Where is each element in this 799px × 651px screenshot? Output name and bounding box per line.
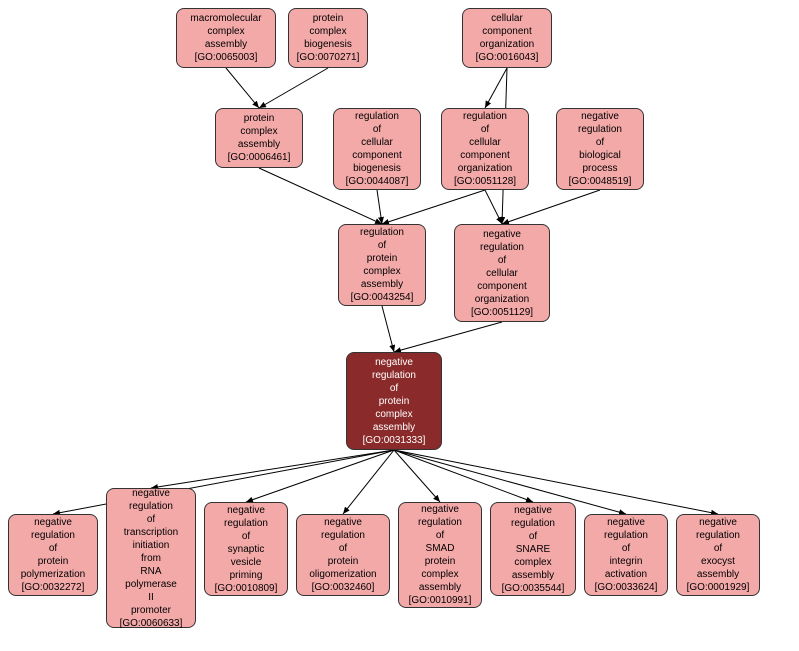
edge <box>226 68 259 108</box>
node-label: negativeregulationofproteinpolymerizatio… <box>21 516 85 594</box>
node-label: regulationofproteincomplexassembly[GO:00… <box>351 226 414 304</box>
go-term-node: regulationofproteincomplexassembly[GO:00… <box>338 224 426 306</box>
go-term-node: regulationofcellularcomponentbiogenesis[… <box>333 108 421 190</box>
node-label: negativeregulationofproteincomplexassemb… <box>363 356 426 447</box>
node-label: negativeregulationofcellularcomponentorg… <box>471 228 533 319</box>
node-label: proteincomplexbiogenesis[GO:0070271] <box>297 12 360 64</box>
edge <box>382 306 394 352</box>
go-term-node: negativeregulationofcellularcomponentorg… <box>454 224 550 322</box>
edge <box>259 68 328 108</box>
go-term-node: negativeregulationofproteincomplexassemb… <box>346 352 442 450</box>
go-term-node: negativeregulationofproteinoligomerizati… <box>296 514 390 596</box>
go-term-node: negativeregulationofintegrinactivation[G… <box>584 514 668 596</box>
edge <box>246 450 394 502</box>
edge <box>343 450 394 514</box>
go-term-node: negativeregulationoftranscriptioninitiat… <box>106 488 196 628</box>
go-term-node: negativeregulationofsynapticvesicleprimi… <box>204 502 288 596</box>
edge <box>382 190 485 224</box>
node-label: negativeregulationofSMADproteincomplexas… <box>409 503 472 607</box>
node-label: negativeregulationofproteinoligomerizati… <box>309 516 376 594</box>
go-term-node: negativeregulationofSMADproteincomplexas… <box>398 502 482 608</box>
edge <box>485 68 507 108</box>
edge <box>502 190 600 224</box>
node-label: macromolecularcomplexassembly[GO:0065003… <box>190 12 261 64</box>
node-label: negativeregulationofintegrinactivation[G… <box>595 516 658 594</box>
edge <box>377 190 382 224</box>
edge <box>485 190 502 224</box>
node-label: negativeregulationofbiologicalprocess[GO… <box>569 110 632 188</box>
go-term-node: negativeregulationofbiologicalprocess[GO… <box>556 108 644 190</box>
go-term-node: regulationofcellularcomponentorganizatio… <box>441 108 529 190</box>
edge <box>394 450 533 502</box>
node-label: regulationofcellularcomponentorganizatio… <box>454 110 516 188</box>
node-label: negativeregulationofsynapticvesicleprimi… <box>215 504 278 595</box>
go-term-node: negativeregulationofexocystassembly[GO:0… <box>676 514 760 596</box>
node-label: regulationofcellularcomponentbiogenesis[… <box>346 110 409 188</box>
node-label: negativeregulationoftranscriptioninitiat… <box>120 487 183 630</box>
node-label: cellularcomponentorganization[GO:0016043… <box>476 12 539 64</box>
go-term-node: macromolecularcomplexassembly[GO:0065003… <box>176 8 276 68</box>
node-label: negativeregulationofexocystassembly[GO:0… <box>687 516 750 594</box>
go-term-node: proteincomplexbiogenesis[GO:0070271] <box>288 8 368 68</box>
go-term-node: proteincomplexassembly[GO:0006461] <box>215 108 303 168</box>
edge <box>394 450 440 502</box>
edge <box>394 322 502 352</box>
edge <box>151 450 394 488</box>
go-term-node: negativeregulationofproteinpolymerizatio… <box>8 514 98 596</box>
go-term-node: negativeregulationofSNAREcomplexassembly… <box>490 502 576 596</box>
go-term-node: cellularcomponentorganization[GO:0016043… <box>462 8 552 68</box>
node-label: proteincomplexassembly[GO:0006461] <box>228 112 291 164</box>
node-label: negativeregulationofSNAREcomplexassembly… <box>502 504 565 595</box>
